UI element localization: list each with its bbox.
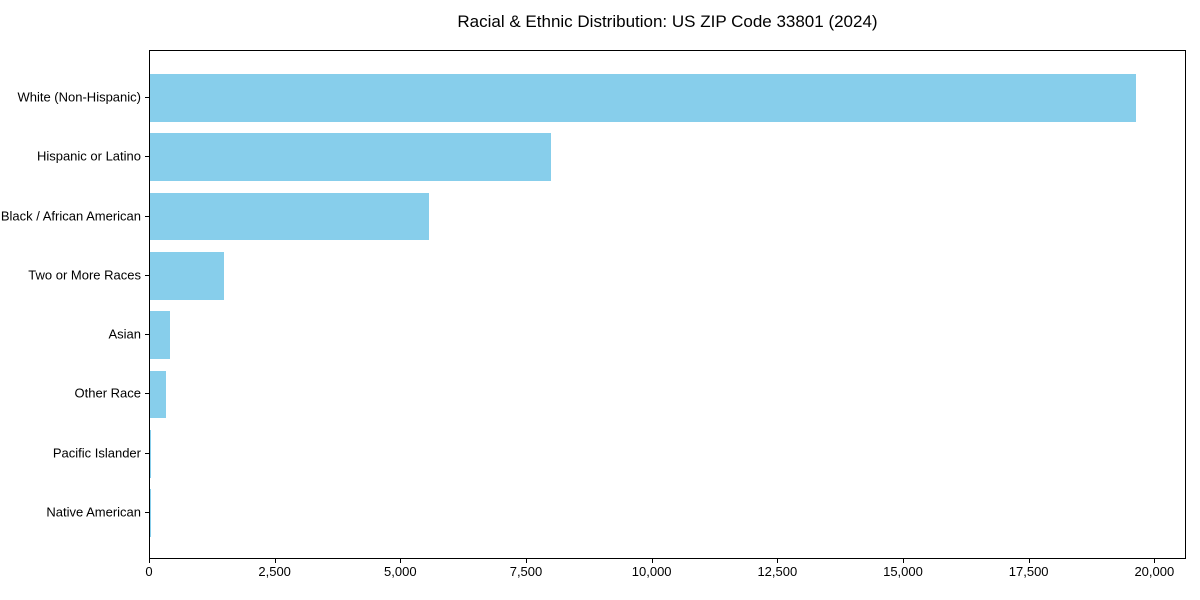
x-tick-mark	[652, 559, 653, 563]
x-tick-label: 15,000	[883, 564, 923, 579]
x-tick-mark	[777, 559, 778, 563]
y-axis-label-pacific-islander: Pacific Islander	[52, 445, 141, 461]
y-axis-label-hispanic-or-latino: Hispanic or Latino	[36, 148, 141, 164]
x-tick-mark	[149, 559, 150, 563]
x-tick-mark	[526, 559, 527, 563]
bar-other-race	[150, 370, 166, 419]
bar-hispanic-or-latino	[150, 133, 552, 181]
x-tick-label: 5,000	[384, 564, 417, 579]
x-tick-mark	[275, 559, 276, 563]
y-tick-mark	[145, 393, 149, 394]
y-axis-label-white-non-hispanic: White (Non-Hispanic)	[17, 89, 141, 105]
y-tick-mark	[145, 275, 149, 276]
x-tick-label: 12,500	[757, 564, 798, 579]
x-tick-mark	[1154, 559, 1155, 563]
y-axis-label-other-race: Other Race	[74, 385, 141, 401]
x-tick-label: 20,000	[1134, 564, 1175, 579]
x-tick-label: 10,000	[631, 564, 672, 579]
bars-layer	[150, 51, 1185, 558]
y-tick-mark	[145, 97, 149, 98]
y-tick-mark	[145, 334, 149, 335]
x-tick-label: 7,500	[509, 564, 543, 579]
bar-two-or-more-races	[150, 252, 225, 300]
y-tick-mark	[145, 512, 149, 513]
x-tick-label: 0	[145, 564, 153, 579]
y-axis-label-black-african-american: Black / African American	[0, 208, 141, 223]
bar-native-american	[150, 489, 151, 537]
y-axis-label-two-or-more-races: Two or More Races	[28, 267, 141, 283]
x-tick-mark	[1029, 559, 1030, 563]
y-tick-mark	[145, 216, 149, 217]
bar-black-african-american	[150, 192, 430, 241]
x-tick-mark	[400, 559, 401, 563]
y-tick-mark	[145, 156, 149, 157]
x-tick-mark	[903, 559, 904, 563]
plot-area	[149, 50, 1186, 559]
bar-pacific-islander	[150, 430, 152, 478]
y-axis-label-asian: Asian	[108, 326, 141, 342]
x-tick-label: 17,500	[1008, 564, 1049, 579]
y-tick-mark	[145, 453, 149, 454]
bar-white-non-hispanic	[150, 74, 1136, 122]
bar-asian	[150, 311, 171, 359]
chart-title: Racial & Ethnic Distribution: US ZIP Cod…	[457, 12, 878, 31]
y-axis-label-native-american: Native American	[46, 504, 141, 520]
x-tick-label: 2,500	[258, 564, 291, 579]
